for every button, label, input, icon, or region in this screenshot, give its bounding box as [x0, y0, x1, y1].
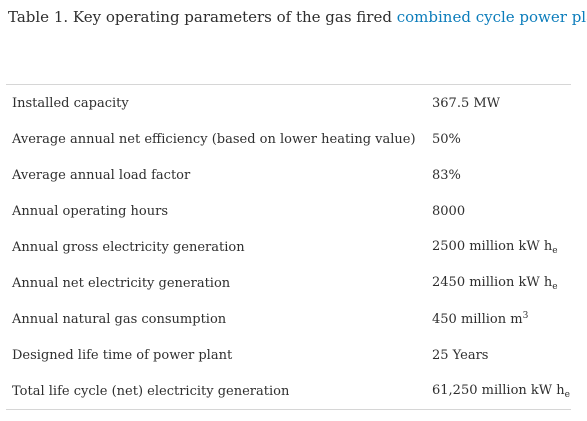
- value-text: 8000: [432, 203, 466, 219]
- parameter-cell: Annual natural gas consumption: [12, 311, 227, 327]
- value-subscript: e: [564, 389, 570, 400]
- combined-cycle-link[interactable]: combined cycle power plant: [396, 8, 587, 26]
- parameter-cell: Average annual net efficiency (based on …: [12, 131, 416, 147]
- parameters-table: Installed capacity 367.5 MW Average annu…: [6, 84, 571, 410]
- table-row: Average annual net efficiency (based on …: [6, 121, 571, 157]
- table-row: Annual gross electricity generation 2500…: [6, 229, 571, 265]
- parameter-cell: Annual gross electricity generation: [12, 239, 245, 255]
- parameter-cell: Annual net electricity generation: [12, 275, 231, 291]
- value-cell: 83%: [424, 157, 571, 193]
- parameters-table-container: Installed capacity 367.5 MW Average annu…: [6, 84, 571, 410]
- value-subscript: e: [552, 245, 558, 256]
- parameter-cell: Designed life time of power plant: [12, 347, 233, 363]
- value-text: 50%: [432, 131, 461, 147]
- parameter-cell: Total life cycle (net) electricity gener…: [6, 373, 424, 410]
- parameter-cell: Installed capacity: [12, 95, 129, 111]
- value-cell: 61,250 million kW he: [424, 373, 571, 410]
- value-text: 25 Years: [432, 347, 489, 363]
- value-subscript: e: [552, 281, 558, 292]
- value-cell: 450 million m3: [424, 301, 571, 337]
- table-top-rule: [6, 84, 571, 85]
- value-text: 2500 million kW h: [432, 238, 553, 254]
- value-cell: 25 Years: [424, 337, 571, 373]
- table-row: Average annual load factor 83%: [6, 157, 571, 193]
- caption-text: Table 1. Key operating parameters of the…: [8, 8, 397, 26]
- table-caption: Table 1. Key operating parameters of the…: [8, 7, 587, 27]
- value-text: 367.5 MW: [432, 95, 501, 111]
- table-row: Installed capacity 367.5 MW: [6, 85, 571, 121]
- value-cell: 50%: [424, 121, 571, 157]
- parameter-cell: Annual operating hours: [12, 203, 169, 219]
- table-row: Total life cycle (net) electricity gener…: [6, 373, 571, 410]
- value-cell: 367.5 MW: [424, 85, 571, 121]
- table-row: Annual operating hours 8000: [6, 193, 571, 229]
- table-row: Annual net electricity generation 2450 m…: [6, 265, 571, 301]
- value-text: 2450 million kW h: [432, 274, 553, 290]
- table-row: Designed life time of power plant 25 Yea…: [6, 337, 571, 373]
- value-text: 83%: [432, 167, 461, 183]
- value-superscript: 3: [522, 311, 529, 321]
- table-row: Annual natural gas consumption 450 milli…: [6, 301, 571, 337]
- value-text: 61,250 million kW h: [432, 382, 565, 398]
- value-cell: 8000: [424, 193, 571, 229]
- value-cell: 2450 million kW he: [424, 265, 571, 301]
- parameter-cell: Average annual load factor: [12, 167, 191, 183]
- value-cell: 2500 million kW he: [424, 229, 571, 265]
- value-text: 450 million m: [432, 312, 523, 327]
